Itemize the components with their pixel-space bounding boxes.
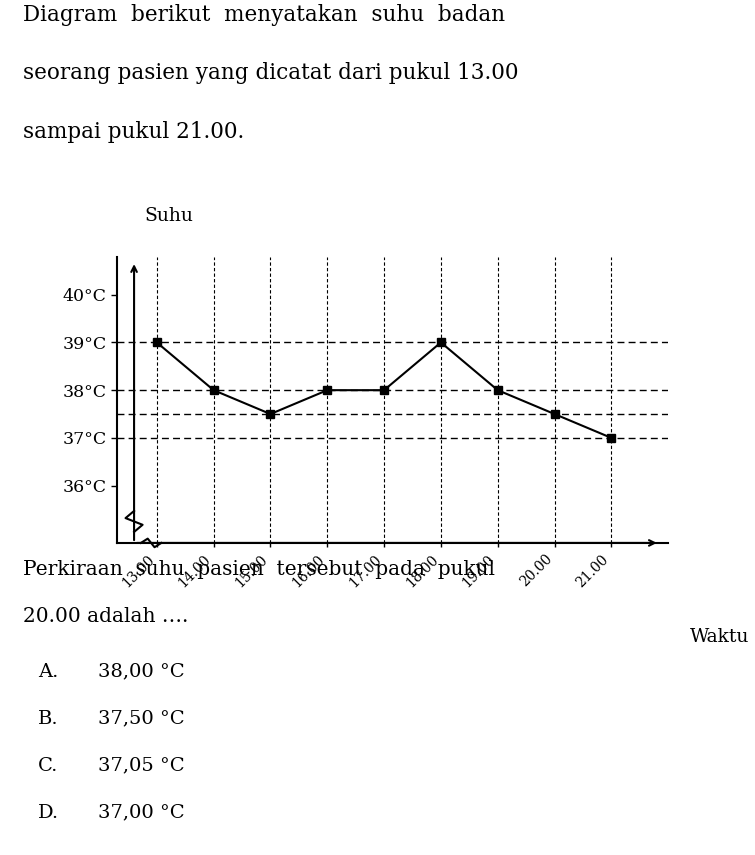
Text: C.: C. — [38, 757, 58, 775]
Text: 37,00 °C: 37,00 °C — [98, 804, 185, 822]
Text: Suhu: Suhu — [145, 207, 193, 225]
Text: Diagram  berikut  menyatakan  suhu  badan: Diagram berikut menyatakan suhu badan — [23, 4, 505, 27]
Text: 37,50 °C: 37,50 °C — [98, 710, 185, 728]
Text: 37,05 °C: 37,05 °C — [98, 757, 185, 775]
Text: Perkiraan  suhu  pasien  tersebut  pada  pukul: Perkiraan suhu pasien tersebut pada puku… — [23, 560, 495, 579]
Text: D.: D. — [38, 804, 59, 822]
Text: A.: A. — [38, 663, 58, 681]
Text: seorang pasien yang dicatat dari pukul 13.00: seorang pasien yang dicatat dari pukul 1… — [23, 62, 518, 85]
Text: 20.00 adalah ….: 20.00 adalah …. — [23, 607, 188, 626]
Text: B.: B. — [38, 710, 58, 728]
Text: sampai pukul 21.00.: sampai pukul 21.00. — [23, 121, 244, 143]
Text: 38,00 °C: 38,00 °C — [98, 663, 185, 681]
Text: Waktu: Waktu — [690, 628, 750, 646]
